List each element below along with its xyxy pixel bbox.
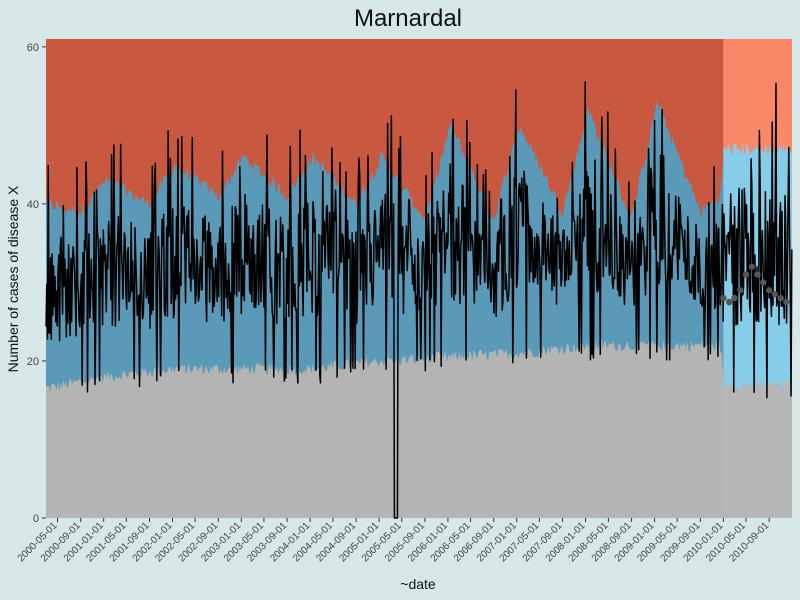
forecast-point: [737, 287, 744, 294]
forecast-point: [720, 294, 727, 302]
x-axis-label: ~date: [400, 576, 436, 592]
y-tick-label: 40: [27, 199, 39, 211]
observed-line: [45, 81, 793, 519]
forecast-point: [760, 279, 767, 286]
forecast-point: [748, 263, 756, 270]
y-axis-label: Number of cases of disease X: [5, 185, 21, 372]
forecast-point: [754, 271, 761, 278]
forecast-point: [742, 271, 750, 278]
forecast-lower-band: [723, 378, 792, 518]
forecast-point: [731, 294, 738, 302]
forecast-point: [726, 298, 733, 306]
forecast-point: [765, 287, 773, 294]
y-tick-label: 20: [27, 356, 39, 368]
forecast-point: [777, 294, 784, 302]
forecast-point: [783, 298, 790, 306]
chart-title: Marnardal: [354, 5, 462, 32]
historical-lower-band: [46, 339, 724, 518]
y-axis: 0 20 40 60: [27, 42, 46, 525]
y-tick-label: 0: [33, 513, 39, 525]
y-tick-label: 60: [27, 42, 39, 54]
plot-panel: [45, 39, 793, 519]
forecast-point: [771, 291, 779, 298]
